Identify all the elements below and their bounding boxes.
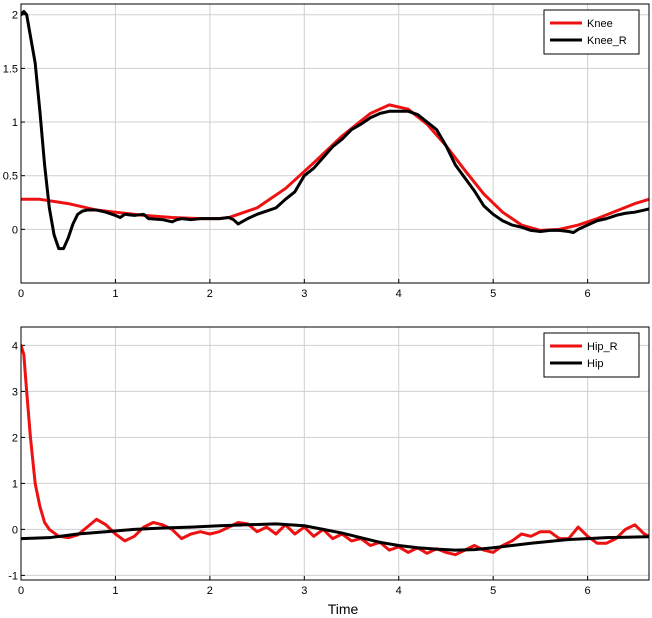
- hip-y-tick-label: 0: [12, 524, 18, 536]
- knee-legend-label: Knee: [587, 18, 613, 30]
- knee-series-line-knee-r: [21, 10, 649, 251]
- knee-x-tick-label: 2: [207, 288, 213, 300]
- hip-x-axis-label: Time: [328, 601, 359, 617]
- knee-axes-box: [20, 3, 650, 284]
- knee-y-tick-label: 2: [12, 10, 18, 22]
- hip-legend-label: Hip_R: [587, 341, 618, 353]
- hip-y-tick-label: 1: [12, 478, 18, 490]
- hip-x-tick-label: 4: [396, 585, 402, 597]
- hip-legend-box: [543, 332, 640, 378]
- hip-x-tick-label: 0: [18, 585, 24, 597]
- knee-x-tick-label: 6: [585, 288, 591, 300]
- hip-axes-box: [20, 326, 650, 581]
- knee-y-tick-label: 0.5: [3, 171, 18, 183]
- hip-y-tick-label: 4: [12, 340, 18, 352]
- hip-x-tick-label: 5: [490, 585, 496, 597]
- hip-x-tick-label: 1: [112, 585, 118, 597]
- hip-x-tick-label: 6: [585, 585, 591, 597]
- knee-legend-label: Knee_R: [587, 35, 627, 47]
- hip-series-line-hip-r: [21, 343, 649, 557]
- hip-series-line-hip: [21, 522, 649, 552]
- knee-y-tick-label: 0: [12, 224, 18, 236]
- knee-y-tick-label: 1: [12, 117, 18, 129]
- hip-x-tick-label: 2: [207, 585, 213, 597]
- knee-legend: Knee Knee_R: [543, 9, 640, 55]
- hip-y-tick-label: 3: [12, 386, 18, 398]
- knee-y-tick-label: 1.5: [3, 63, 18, 75]
- hip-y-tick-label: 2: [12, 432, 18, 444]
- hip-y-tick-label: -1: [8, 570, 18, 582]
- knee-x-tick-label: 1: [112, 288, 118, 300]
- knee-x-tick-label: 5: [490, 288, 496, 300]
- knee-x-tick-label: 3: [301, 288, 307, 300]
- hip-legend: Hip_R Hip: [543, 332, 640, 378]
- knee-x-tick-label: 0: [18, 288, 24, 300]
- hip-legend-label: Hip: [587, 358, 604, 370]
- knee-x-tick-label: 4: [396, 288, 402, 300]
- knee-legend-box: [543, 9, 640, 55]
- knee-plot: 0 1 2 3 4 5 6 0 0.5 1 1.5 2 Knee Knee_R: [3, 3, 650, 300]
- hip-x-tick-label: 3: [301, 585, 307, 597]
